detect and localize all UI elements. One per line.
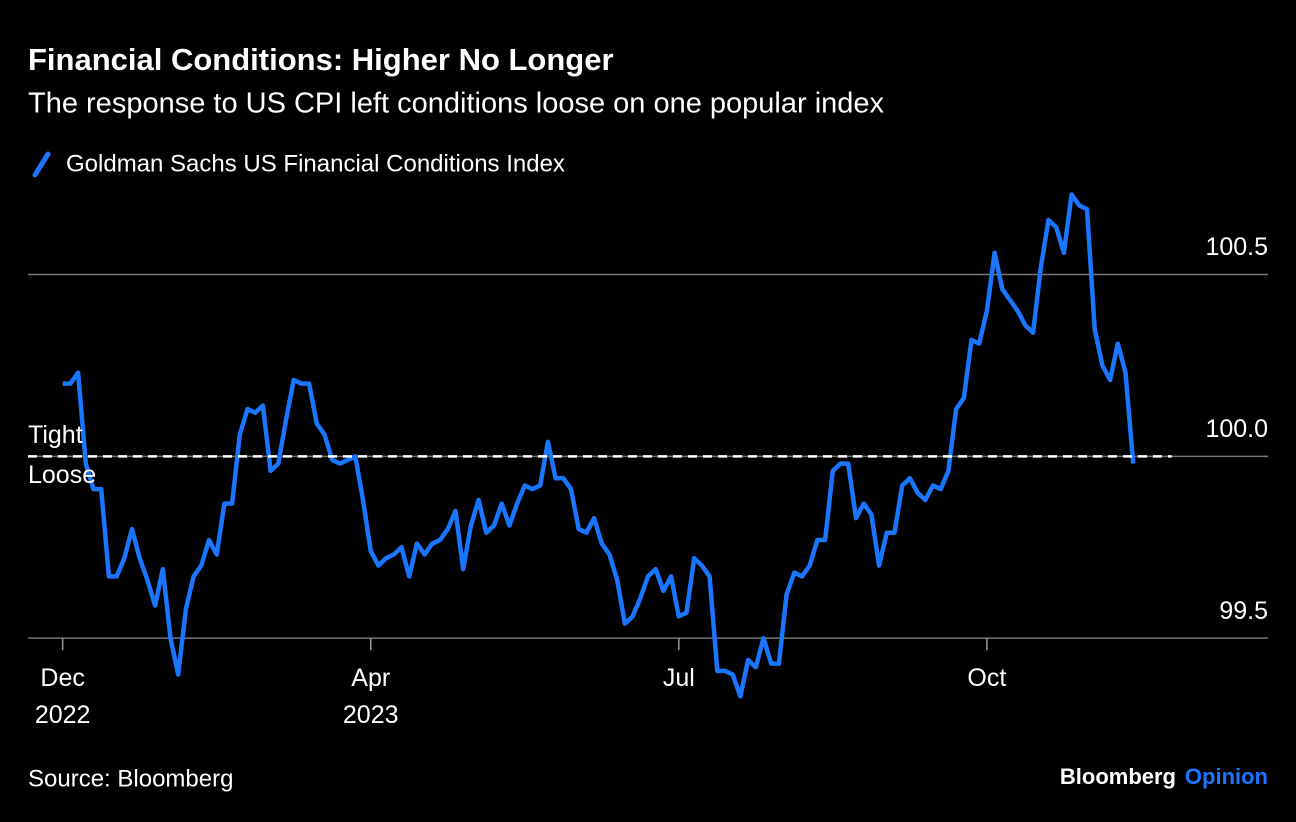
chart-subtitle: The response to US CPI left conditions l…: [28, 88, 885, 120]
brand: Bloomberg: [1060, 764, 1176, 789]
x-tick-label: Dec: [40, 664, 84, 692]
y-tick-label: 100.5: [1205, 233, 1268, 261]
reference-below: Loose: [28, 461, 96, 489]
legend-label: Goldman Sachs US Financial Conditions In…: [66, 150, 565, 177]
x-year-label: 2023: [343, 701, 399, 729]
series-line: [62, 192, 1136, 699]
brand-opinion: Opinion: [1185, 764, 1268, 789]
x-tick-label: Oct: [967, 664, 1006, 692]
reference-above: Tight: [28, 421, 83, 449]
x-year-label: 2022: [35, 701, 91, 729]
x-tick-label: Jul: [663, 664, 695, 692]
chart-title: Financial Conditions: Higher No Longer: [28, 42, 614, 77]
y-tick-label: 99.5: [1219, 597, 1268, 625]
legend-swatch: [32, 151, 51, 178]
x-tick-label: Apr: [351, 664, 390, 692]
y-tick-label: 100.0: [1205, 415, 1268, 443]
source: Source: Bloomberg: [28, 765, 233, 792]
